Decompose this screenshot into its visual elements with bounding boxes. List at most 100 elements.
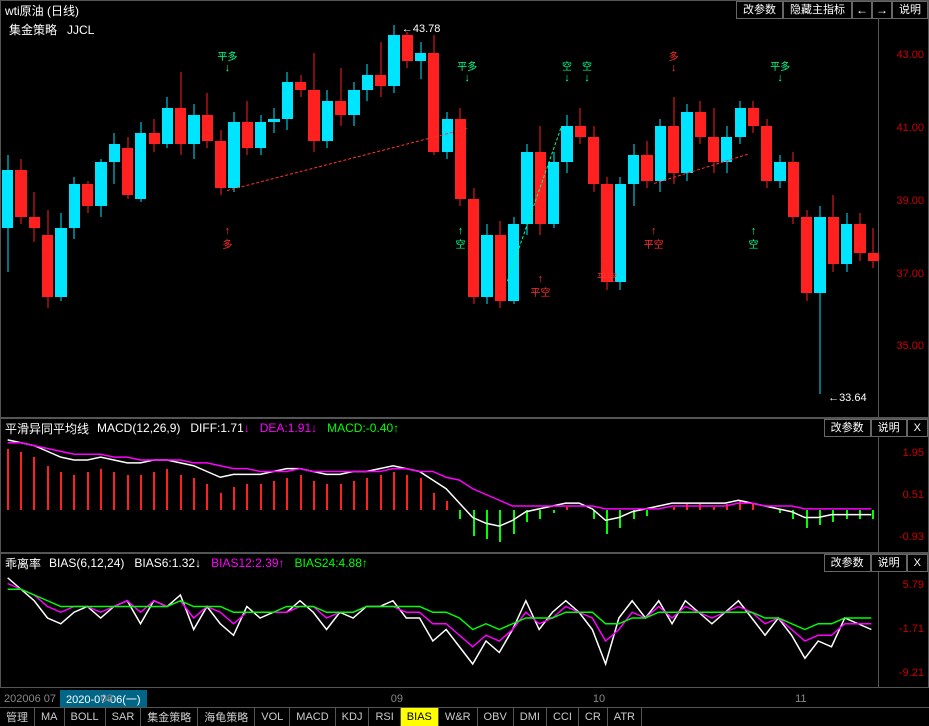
macd-bar	[673, 507, 675, 510]
candle[interactable]	[227, 17, 240, 417]
candle[interactable]	[853, 17, 866, 417]
candle[interactable]	[241, 17, 254, 417]
candle[interactable]	[307, 17, 320, 417]
candle[interactable]	[214, 17, 227, 417]
indicator-tab[interactable]: OBV	[478, 708, 514, 726]
candle[interactable]	[654, 17, 667, 417]
candle[interactable]	[267, 17, 280, 417]
candle[interactable]	[134, 17, 147, 417]
indicator-tab[interactable]: MACD	[290, 708, 335, 726]
macd-params-button[interactable]: 改参数	[824, 419, 871, 437]
candle[interactable]	[28, 17, 41, 417]
macd-close-button[interactable]: X	[907, 419, 928, 437]
candle[interactable]	[680, 17, 693, 417]
macd-bar	[473, 510, 475, 536]
candle[interactable]	[627, 17, 640, 417]
candle[interactable]	[374, 17, 387, 417]
candle[interactable]	[507, 17, 520, 417]
candle[interactable]	[707, 17, 720, 417]
candle[interactable]	[427, 17, 440, 417]
indicator-tab[interactable]: CR	[579, 708, 608, 726]
candle[interactable]	[640, 17, 653, 417]
bias-title: 乖离率	[5, 555, 41, 572]
indicator-tab[interactable]: VOL	[255, 708, 290, 726]
candle[interactable]	[121, 17, 134, 417]
candle[interactable]	[347, 17, 360, 417]
macd-value-label: DEA:1.91↓	[260, 421, 317, 435]
candle[interactable]	[694, 17, 707, 417]
bias-params-button[interactable]: 改参数	[824, 554, 871, 572]
bias-help-button[interactable]: 说明	[871, 554, 907, 572]
candle[interactable]	[321, 17, 334, 417]
candle[interactable]	[1, 17, 14, 417]
candle[interactable]	[534, 17, 547, 417]
candle[interactable]	[813, 17, 826, 417]
candle[interactable]	[94, 17, 107, 417]
macd-bar	[792, 510, 794, 519]
params-button[interactable]: 改参数	[736, 1, 783, 19]
nav-right-button[interactable]: →	[872, 1, 892, 19]
candle[interactable]	[108, 17, 121, 417]
indicator-tab[interactable]: 管理	[0, 708, 35, 726]
candle[interactable]	[840, 17, 853, 417]
nav-left-button[interactable]: ←	[852, 1, 872, 19]
candle[interactable]	[600, 17, 613, 417]
indicator-tab[interactable]: RSI	[369, 708, 400, 726]
candle[interactable]	[494, 17, 507, 417]
candle[interactable]	[41, 17, 54, 417]
macd-bar	[286, 478, 288, 510]
candle[interactable]	[414, 17, 427, 417]
candle[interactable]	[480, 17, 493, 417]
macd-bar	[353, 481, 355, 510]
candle[interactable]	[520, 17, 533, 417]
candle[interactable]	[201, 17, 214, 417]
indicator-tab[interactable]: MA	[35, 708, 65, 726]
candle[interactable]	[441, 17, 454, 417]
candle[interactable]	[54, 17, 67, 417]
hide-indicator-button[interactable]: 隐藏主指标	[783, 1, 852, 19]
indicator-tab[interactable]: 集金策略	[141, 708, 198, 726]
indicator-tab[interactable]: 海龟策略	[198, 708, 255, 726]
price-chart-area[interactable]: ←43.78←33.64↑多平多↓↑空平多↓↑平空空↓空↓↑平空↑平空多↓↑空平…	[1, 19, 878, 417]
bias-yaxis: 5.79-1.71-9.21	[878, 554, 928, 687]
candle[interactable]	[174, 17, 187, 417]
indicator-tab[interactable]: KDJ	[336, 708, 370, 726]
candle[interactable]	[720, 17, 733, 417]
candle[interactable]	[281, 17, 294, 417]
candle[interactable]	[361, 17, 374, 417]
indicator-tab[interactable]: SAR	[106, 708, 142, 726]
candle[interactable]	[614, 17, 627, 417]
indicator-tab[interactable]: BOLL	[65, 708, 106, 726]
candle[interactable]	[734, 17, 747, 417]
indicator-tab[interactable]: CCI	[547, 708, 579, 726]
candle[interactable]	[747, 17, 760, 417]
indicator-tab[interactable]: BIAS	[401, 708, 439, 726]
macd-value-label: MACD:-0.40↑	[327, 421, 399, 435]
candle[interactable]	[68, 17, 81, 417]
candle[interactable]	[401, 17, 414, 417]
candle[interactable]	[148, 17, 161, 417]
indicator-tab[interactable]: W&R	[439, 708, 478, 726]
candle[interactable]	[387, 17, 400, 417]
candle[interactable]	[827, 17, 840, 417]
candle[interactable]	[14, 17, 27, 417]
candle[interactable]	[161, 17, 174, 417]
help-button[interactable]: 说明	[892, 1, 928, 19]
macd-help-button[interactable]: 说明	[871, 419, 907, 437]
macd-chart-area[interactable]	[1, 437, 878, 552]
candle[interactable]	[81, 17, 94, 417]
bias-close-button[interactable]: X	[907, 554, 928, 572]
indicator-tab[interactable]: DMI	[514, 708, 547, 726]
candle[interactable]	[867, 17, 880, 417]
macd-bar	[326, 484, 328, 510]
candle[interactable]	[334, 17, 347, 417]
candle[interactable]	[187, 17, 200, 417]
candle[interactable]	[294, 17, 307, 417]
macd-bar	[539, 510, 541, 519]
macd-bar	[686, 504, 688, 510]
candle[interactable]	[667, 17, 680, 417]
bias-chart-area[interactable]	[1, 572, 878, 687]
candle[interactable]	[254, 17, 267, 417]
candle[interactable]	[800, 17, 813, 417]
indicator-tab[interactable]: ATR	[608, 708, 642, 726]
